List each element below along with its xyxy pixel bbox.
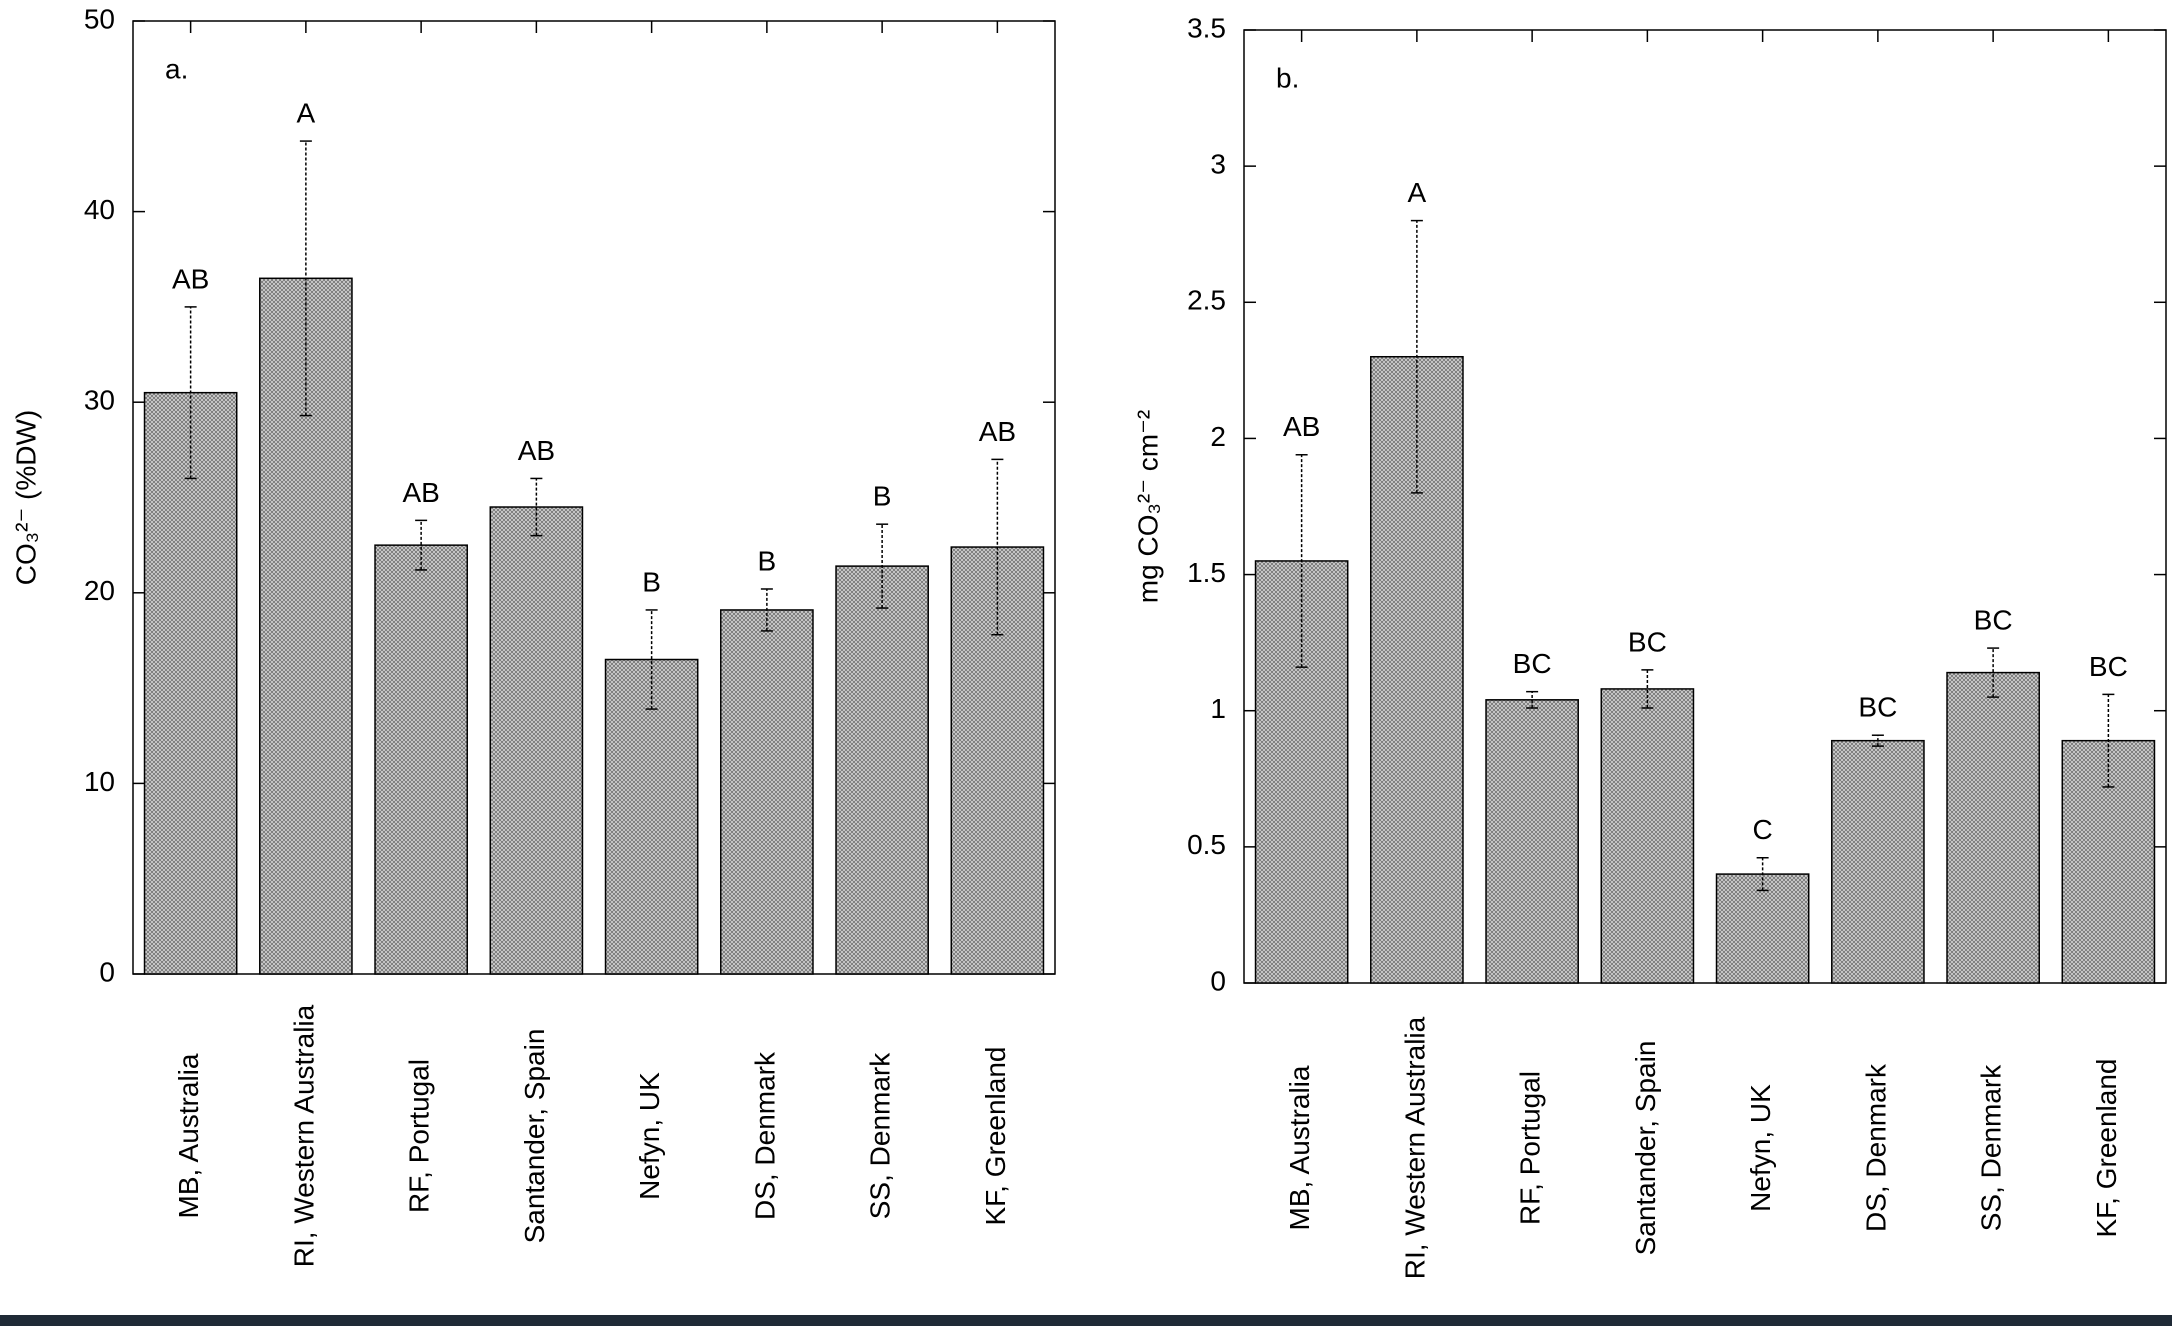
x-tick-label: Santander, Spain [519,1029,550,1244]
y-tick-label: 0 [99,956,115,987]
y-tick-label: 40 [84,194,115,225]
error-bar [184,306,197,480]
significance-letter: AB [1283,411,1320,442]
bar [143,391,238,975]
y-tick-label: 3.5 [1187,12,1226,43]
significance-letter: A [297,97,316,128]
significance-letter: B [642,566,661,597]
error-bar [1410,219,1423,494]
x-tick-label: KF, Greenland [2091,1059,2122,1238]
significance-letter: BC [1858,692,1897,723]
error-bar [1526,690,1539,709]
y-tick-label: 1.5 [1187,557,1226,588]
significance-letter: BC [1513,648,1552,679]
error-bar [1871,734,1884,747]
bar [1831,739,1925,984]
error-bar [1641,669,1654,709]
bar [1485,699,1579,984]
y-tick-label: 1 [1210,693,1226,724]
error-bar [1756,856,1769,892]
x-tick-label: RI, Western Australia [288,1004,319,1267]
y-tick-label: 2.5 [1187,285,1226,316]
y-tick-label: 0 [1210,965,1226,996]
error-bar [1295,454,1308,668]
significance-letter: C [1753,814,1773,845]
y-tick-label: 30 [84,385,115,416]
bar [489,506,584,975]
y-tick-label: 2 [1210,421,1226,452]
error-bar [760,588,773,632]
y-axis-label: mg CO₃²⁻ cm⁻² [1132,410,1163,603]
plot-frame [132,20,1056,975]
significance-letter: AB [518,435,555,466]
bar [950,546,1045,975]
bar [1715,873,1810,984]
bar [374,544,468,975]
significance-letter: BC [1974,604,2013,635]
x-tick-label: SS, Denmark [1976,1064,2007,1231]
x-tick-label: MB, Australia [173,1053,204,1218]
x-tick-label: RF, Portugal [1515,1071,1546,1225]
bar [1600,688,1695,984]
significance-letter: AB [979,416,1016,447]
error-bar [299,140,312,417]
x-tick-label: MB, Australia [1284,1065,1315,1230]
bar [835,565,929,975]
y-axis-label: CO₃²⁻ (%DW) [10,410,41,585]
significance-letter: B [758,545,777,576]
x-tick-label: KF, Greenland [980,1047,1011,1226]
y-tick-label: 20 [84,575,115,606]
error-bar [2102,693,2115,788]
y-tick-label: 10 [84,766,115,797]
x-tick-label: Santander, Spain [1630,1041,1661,1256]
significance-letter: AB [172,263,209,294]
error-bar [876,523,889,609]
x-tick-label: RI, Western Australia [1399,1016,1430,1279]
bar [720,609,814,975]
taskbar [0,1315,2172,1326]
x-tick-label: SS, Denmark [865,1052,896,1219]
plot-frame [1243,29,2167,984]
significance-letter: B [873,481,892,512]
bar [1946,671,2040,984]
x-tick-label: DS, Denmark [1860,1063,1891,1232]
significance-letter: BC [1628,626,1667,657]
panel-label: b. [1276,62,1299,93]
significance-letter: A [1408,177,1427,208]
significance-letter: BC [2089,651,2128,682]
y-tick-label: 0.5 [1187,829,1226,860]
error-bar [1987,647,2000,698]
error-bar [530,477,543,537]
y-tick-label: 3 [1210,149,1226,180]
error-bar [415,519,428,571]
x-tick-label: RF, Portugal [404,1059,435,1213]
panel-label: a. [165,53,188,84]
bar [2061,739,2156,984]
x-tick-label: Nefyn, UK [1745,1084,1776,1212]
error-bar [645,609,658,710]
significance-letter: AB [402,477,439,508]
error-bar [991,458,1004,636]
y-tick-label: 50 [84,3,115,34]
x-tick-label: Nefyn, UK [634,1072,665,1200]
bar [604,658,699,975]
x-tick-label: DS, Denmark [749,1051,780,1220]
